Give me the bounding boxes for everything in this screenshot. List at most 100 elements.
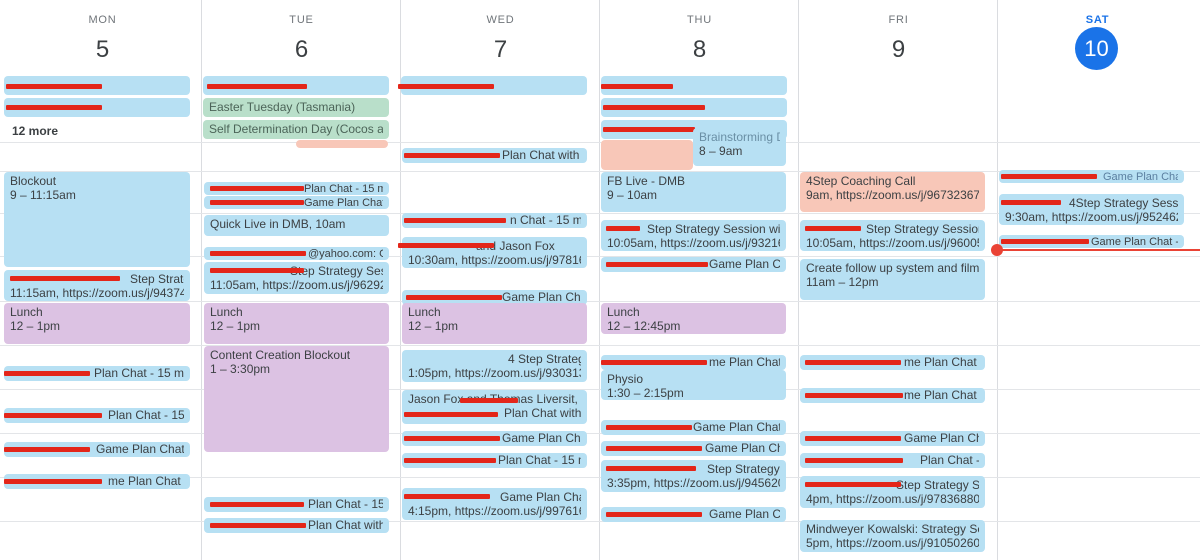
event-follow-up[interactable]: Create follow up system and film Tra 11a… [800,259,985,300]
event-title: Game Plan Chat - [705,441,780,455]
redaction [404,458,496,463]
today-day-number[interactable]: 10 [1075,27,1118,70]
event-email[interactable]: @yahoo.com: Ga [204,247,389,260]
event-title: Game Plan Chat - [500,490,581,504]
redaction [210,200,304,205]
redaction [210,523,306,528]
event-meeting[interactable]: Jason Fox and Thomas Liversit, 2pm Plan … [402,390,587,424]
column-divider [400,0,401,560]
event-game-plan-chat[interactable]: Game Plan Chat - 15 m [601,420,786,435]
event-blockout[interactable]: Blockout 9 – 11:15am [4,172,190,267]
redaction [606,466,696,471]
event-strategy-session[interactable]: Mindweyer Kowalski: Strategy Sessi 5pm, … [800,520,985,552]
event-content-blockout[interactable]: Content Creation Blockout 1 – 3:30pm [204,346,389,452]
event-time: 5pm, https://zoom.us/j/91050260407 [806,536,979,550]
event-meeting[interactable]: and Jason Fox 10:30am, https://zoom.us/j… [402,237,587,268]
day-number[interactable]: 5 [95,36,110,63]
redaction [4,479,102,484]
redaction [4,371,90,376]
allday-event[interactable] [401,76,587,95]
event-strategy-session[interactable]: Step Strategy Session w 10:05am, https:/… [800,220,985,251]
event-title: Blockout [10,174,57,188]
event-title: Game Plan Chat - 15 m [709,507,780,521]
event-time: 11:05am, https://zoom.us/j/9629265 [210,278,383,292]
event-title: Plan Chat - 15 mi [920,453,979,467]
redaction [210,186,304,191]
event-strategy-session[interactable]: 4 Step Strategy Sessi 1:05pm, https://zo… [402,350,587,382]
redaction [1001,174,1097,179]
day-number[interactable]: 9 [891,36,906,63]
event-strategy-session[interactable]: 4Step Strategy Sessi 9:30am, https://zoo… [999,194,1184,225]
redaction [805,226,861,231]
event-title: Plan Chat - 15 minu [108,408,184,422]
redaction [404,494,490,499]
event-title: n Chat - 15 minutes [510,213,581,227]
event-lunch[interactable]: Lunch 12 – 12:45pm [601,303,786,334]
event-lunch[interactable]: Lunch 12 – 1pm [204,303,389,344]
event-title: Lunch [607,305,640,319]
event-game-plan-chat[interactable]: Game Plan Chat - 15 [402,290,587,305]
redaction [805,458,903,463]
event-lunch[interactable]: Lunch 12 – 1pm [402,303,587,344]
redaction [805,436,901,441]
hour-line [0,213,1200,214]
day-of-week: WED [486,14,515,26]
hour-line [0,389,1200,390]
event-strategy-session[interactable]: Step Strategy Session with J 10:05am, ht… [601,220,786,251]
event-coaching-call[interactable]: 4Step Coaching Call 9am, https://zoom.us… [800,172,985,212]
event-title: Create follow up system and film Tra [806,261,979,275]
event-quick-live[interactable]: Quick Live in DMB, 10am [204,215,389,236]
hour-line [0,256,1200,257]
event-time: 4pm, https://zoom.us/j/97836880146 [806,492,979,506]
event-time: 9:30am, https://zoom.us/j/95246230 [1005,210,1178,224]
event-lunch[interactable]: Lunch 12 – 1pm [4,303,190,344]
event-title: Step Strategy Session w [866,222,979,236]
day-number[interactable]: 8 [692,36,707,63]
redaction [4,413,102,418]
day-number[interactable]: 7 [493,36,508,63]
event-fb-live[interactable]: FB Live - DMB 9 – 10am [601,172,786,212]
redaction [6,84,102,89]
event-game-plan-chat[interactable]: Plan Chat - 15 minutes [4,366,190,381]
event-brainstorm[interactable]: Brainstorming DMB 8 – 9am [693,128,786,166]
event-time: 12 – 1pm [210,319,261,333]
event-strategy-session[interactable]: Step Strategy Session w 11:15am, https:/… [4,270,190,301]
column-divider [201,0,202,560]
event-strategy-session[interactable]: Step Strategy Sessio 4pm, https://zoom.u… [800,476,985,508]
allday-event[interactable] [601,76,787,95]
event-peek[interactable] [601,140,693,170]
redaction [398,243,494,248]
day-number[interactable]: 6 [294,36,309,63]
event-time: 9 – 11:15am [10,188,76,202]
allday-event[interactable]: Self Determination Day (Cocos and [203,120,389,139]
event-title: 4 Step Strategy Sessi [508,352,581,366]
event-game-plan-chat[interactable]: Game Plan Chat - 15 [999,235,1184,248]
hour-line [0,171,1200,172]
event-title: FB Live - DMB [607,174,686,188]
event-game-plan-chat[interactable]: Game Plan Chat - 4:15pm, https://zoom.us… [402,488,587,520]
event-strategy-session[interactable]: Step Strategy Sessi 11:05am, https://zoo… [204,262,389,294]
event-title: Lunch [210,305,243,319]
redaction [4,447,90,452]
day-of-week: FRI [888,14,909,26]
redaction [601,84,673,89]
event-time: 4:15pm, https://zoom.us/j/99761623 [408,504,581,518]
more-events-link[interactable]: 12 more [12,124,59,138]
event-title: Plan Chat - 15 minutes, [308,497,383,511]
day-of-week: TUE [289,14,314,26]
event-title: 4Step Strategy Sessi [1069,196,1178,210]
event-title: and Jason Fox [476,239,555,253]
redaction [1001,200,1061,205]
event-title: Easter Tuesday (Tasmania) [209,100,356,114]
event-title: Game Plan Chat - 15 m [693,420,780,434]
hour-line [0,345,1200,346]
event-peek[interactable] [296,140,388,148]
event-physio[interactable]: Physio 1:30 – 2:15pm [601,370,786,400]
event-title: Game Plan Chat - 15 [502,290,581,304]
event-game-plan-chat[interactable]: Game Plan Chat - 15 minute [4,442,190,457]
event-time: 11:15am, https://zoom.us/j/9437406 [10,286,184,300]
allday-event[interactable]: Easter Tuesday (Tasmania) [203,98,389,117]
event-title: Lunch [10,305,43,319]
event-strategy-session[interactable]: Step Strategy Sessio 3:35pm, https://zoo… [601,460,786,492]
event-title: Brainstorming DMB [699,130,780,144]
